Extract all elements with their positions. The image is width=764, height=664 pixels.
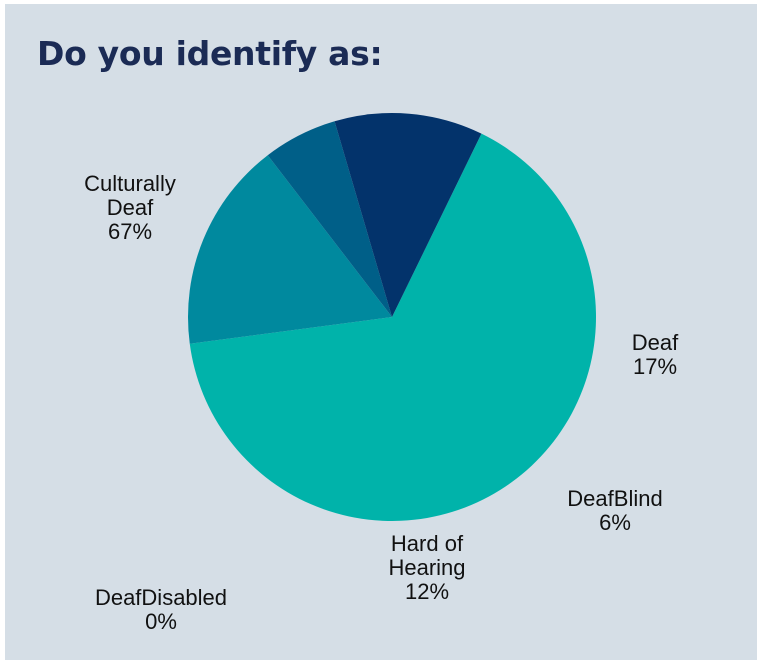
pie-slice-4 [334,112,482,318]
chart-title: Do you identify as: [37,34,383,73]
pie-slice-label-4: Hard of Hearing 12% [388,531,465,604]
pie-slice-label-5: DeafDisabled 0% [95,585,227,634]
pie-slice-label-1: Culturally Deaf 67% [84,171,176,244]
chart-card: Do you identify as: Culturally Deaf 67% Dea… [5,4,757,660]
pie-slice-1 [189,133,597,522]
pie-slice-3 [267,121,392,317]
pie-chart: Culturally Deaf 67% Deaf 17% DeafBlind 6% Hard … [84,112,679,634]
pie-slice-2 [188,155,392,344]
pie-slice-label-3: DeafBlind 6% [567,486,662,535]
pie-slice-label-2: Deaf 17% [632,330,679,379]
